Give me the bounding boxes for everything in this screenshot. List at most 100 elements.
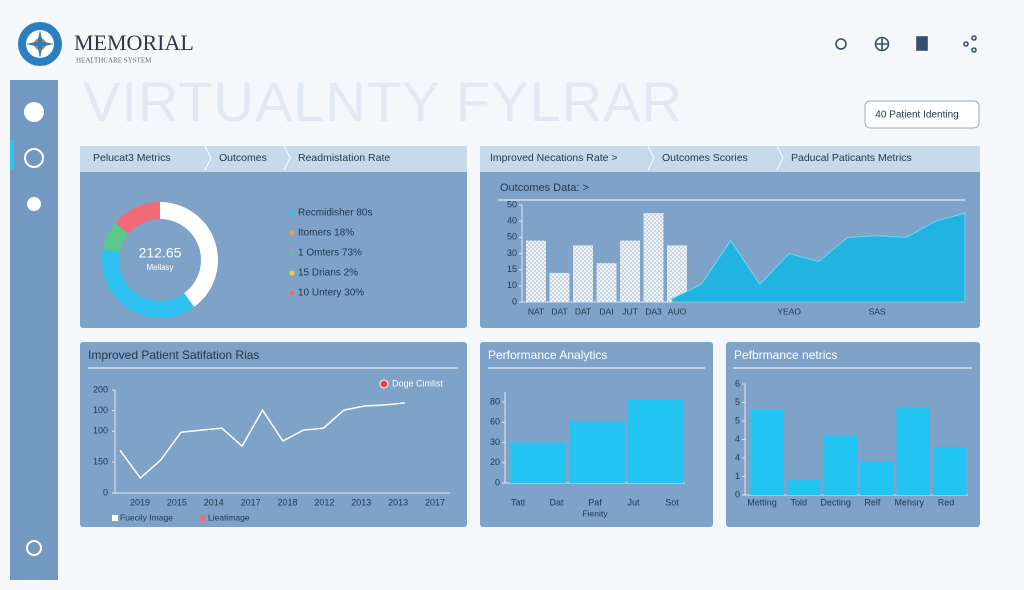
donut-segment [101, 249, 195, 318]
bar [569, 421, 625, 483]
x-tick-label: AUO [668, 306, 687, 316]
x-tick-label: 2018 [277, 497, 297, 507]
title-rules [88, 199, 972, 369]
y-tick-label: 100 [93, 405, 108, 415]
legend-label: Itomers 18% [298, 228, 354, 239]
legend-label: Doge Cimlist [392, 378, 444, 388]
legend-label: 10 Untery 30% [298, 288, 364, 299]
legend-label: Recmidisher 80s [298, 208, 372, 219]
tab[interactable]: Outcomes [219, 152, 267, 164]
chart-title: Improved Patient Satifation Rias [88, 348, 259, 362]
x-tick-label: 2019 [130, 497, 150, 507]
tab[interactable]: Paducal Paticants Metrics [791, 152, 912, 164]
y-tick-label: 6 [735, 378, 740, 388]
header-icons[interactable] [835, 35, 977, 53]
tab[interactable]: Outcomes Scories [662, 152, 748, 164]
bar [573, 245, 593, 302]
legend-swatch [112, 515, 118, 521]
y-tick-label: 60 [490, 417, 500, 427]
y-tick-label: 0 [512, 296, 517, 306]
bar [787, 480, 821, 495]
y-tick-label: 50 [507, 232, 517, 242]
y-tick-label: 15 [507, 264, 517, 274]
chart-title: Outcomes Data: > [500, 182, 589, 194]
tagline: HEALTHCARE SYSTEM [76, 57, 152, 65]
sidebar-icons[interactable] [24, 102, 44, 556]
bar [896, 408, 930, 495]
hero-title: VIRTUALNTY FYLRAR [83, 70, 683, 133]
x-tick-label: 2012 [314, 497, 334, 507]
donut-segment [115, 202, 160, 234]
logo [18, 22, 62, 66]
bar [549, 272, 570, 302]
bar [823, 435, 857, 495]
y-tick-label: 40 [507, 216, 517, 226]
tab-separator [776, 145, 784, 171]
legend-label: 1 Omters 73% [298, 248, 362, 259]
y-tick-label: 200 [93, 384, 108, 394]
x-tick-label: JUT [622, 306, 638, 316]
x-tick-label: DAT [575, 306, 591, 316]
area [671, 212, 966, 303]
button-label[interactable]: 40 Patient Identing [875, 110, 958, 121]
x-tick-label: 2014 [204, 497, 224, 507]
donut-segment [160, 202, 218, 307]
brand: MEMORIAL [74, 30, 194, 55]
x-tick-label: Metting [747, 497, 777, 507]
bar [750, 409, 784, 495]
x-tick-label: Dat [549, 497, 564, 507]
x-tick-label: NAT [528, 306, 544, 316]
y-tick-label: 30 [490, 437, 500, 447]
tab-separator [647, 145, 655, 171]
legend-dot [289, 210, 295, 216]
y-tick-label: 30 [507, 248, 517, 258]
x-tick-label: Red [938, 497, 955, 507]
x-axis-title: Fienity [582, 508, 608, 518]
donut-value: 212.65 [139, 245, 182, 261]
chart-title: Performance Analytics [488, 348, 607, 362]
y-tick-label: 4 [735, 434, 740, 444]
line [119, 402, 406, 480]
x-tick-label: Relf [864, 497, 881, 507]
bar [596, 263, 617, 302]
x-tick-label: 2017 [425, 497, 445, 507]
y-tick-label: 0 [103, 487, 108, 497]
x-tick-label: YEAO [777, 306, 801, 316]
button[interactable] [864, 100, 980, 129]
bar [933, 446, 967, 495]
x-tick-label: Told [791, 497, 808, 507]
x-tick-label: SAS [869, 306, 886, 316]
tab[interactable]: Improved Necations Rate > [490, 152, 618, 164]
x-tick-label: DAT [551, 306, 567, 316]
bar [667, 245, 687, 302]
y-tick-label: 0 [735, 489, 740, 499]
y-tick-label: 0 [495, 477, 500, 487]
sidebar-active [10, 140, 14, 170]
y-tick-label: 5 [735, 397, 740, 407]
x-tick-label: DA3 [645, 306, 662, 316]
x-tick-label: 2015 [167, 497, 187, 507]
legend-dot [289, 270, 295, 276]
bar [620, 240, 640, 302]
donut-label: Mellasy [146, 263, 173, 272]
y-tick-label: 5 [735, 415, 740, 425]
chart-title: Pefbrmance netrics [734, 348, 837, 362]
donut-segment [103, 223, 129, 253]
y-tick-label: 150 [93, 456, 108, 466]
tab[interactable]: Readmistation Rate [298, 152, 390, 164]
legend-dot [289, 250, 295, 256]
x-tick-label: Decting [820, 497, 851, 507]
y-tick-label: 80 [490, 396, 500, 406]
tab[interactable]: Pelucat3 Metrics [93, 152, 171, 164]
bar [526, 240, 546, 302]
x-tick-label: 2013 [388, 497, 408, 507]
tab-separator [283, 145, 291, 171]
legend-dot [289, 290, 295, 296]
y-tick-label: 10 [507, 280, 517, 290]
x-tick-label: Tatl [511, 497, 525, 507]
legend-label: 15 Drians 2% [298, 268, 358, 279]
bar [510, 442, 567, 483]
legend-label: Fuecily Image [120, 512, 173, 522]
x-tick-label: Jut [627, 497, 640, 507]
